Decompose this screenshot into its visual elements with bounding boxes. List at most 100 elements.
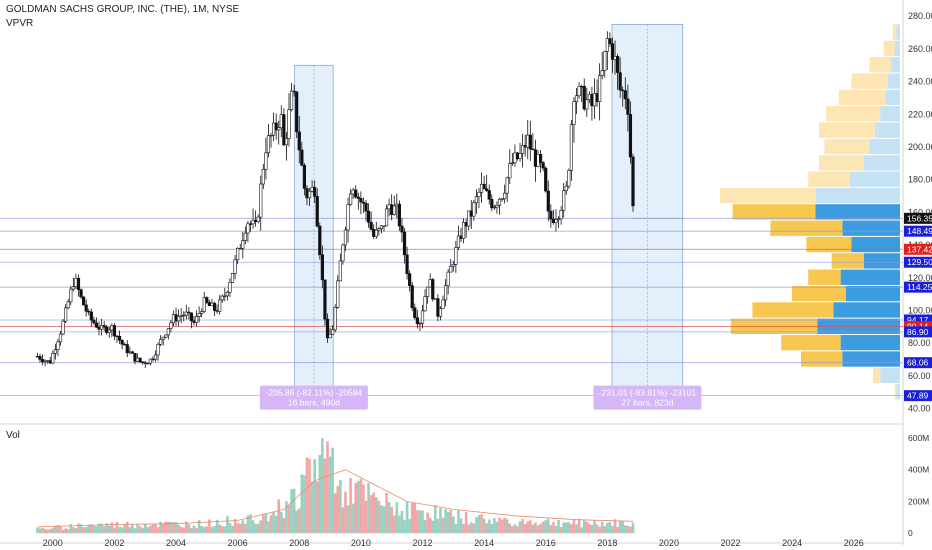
volume-bar (446, 511, 450, 534)
candle-body (513, 152, 517, 164)
candle-body (74, 277, 78, 287)
volume-bar (156, 527, 160, 534)
candle-body (418, 323, 422, 325)
volume-bar (287, 504, 291, 534)
candle-body (297, 131, 301, 151)
candle-body (410, 285, 414, 309)
volume-bar (385, 492, 388, 534)
measure-label-box (593, 385, 702, 410)
candle-body (225, 291, 229, 297)
volume-bar (500, 519, 504, 534)
volume-bar (256, 523, 260, 534)
candle-body (69, 288, 73, 303)
volume-bar (54, 525, 57, 534)
candle-body (197, 313, 201, 317)
price-label-text: 156.35 (907, 213, 932, 223)
volume-bar (400, 511, 404, 534)
candle-body (156, 344, 160, 356)
candle-body (125, 344, 129, 354)
candle-body (169, 322, 173, 329)
price-label-badge (904, 243, 932, 255)
candle-body (289, 90, 294, 111)
candle-body (307, 190, 312, 199)
volume-bar (213, 526, 216, 534)
volume-profile-down-bar (770, 220, 843, 236)
volume-bar (51, 527, 55, 534)
volume-bar (534, 522, 537, 534)
volume-profile-up-bar (833, 302, 900, 318)
volume-bar (118, 526, 121, 534)
volume-profile-down-bar (824, 138, 870, 155)
volume-bar (344, 491, 347, 534)
volume-bar (84, 527, 88, 534)
candle-body (600, 70, 604, 76)
volume-bar (431, 520, 435, 534)
volume-profile-down-bar (720, 187, 816, 204)
volume-bar (498, 517, 501, 534)
volume-bar (308, 458, 311, 534)
candle-body (338, 260, 342, 282)
candle-body (64, 307, 68, 322)
candle-body (223, 295, 227, 298)
candle-body (287, 109, 291, 139)
candle-body (392, 205, 396, 215)
candle-body (461, 222, 466, 239)
volume-profile-up-bar (849, 171, 900, 187)
volume-bar (136, 524, 139, 534)
candle-body (40, 359, 45, 363)
volume-profile-down-bar (873, 367, 881, 384)
candle-body (567, 170, 571, 187)
volume-bar (228, 522, 232, 534)
volume-bar (413, 502, 417, 534)
indicator-label-vpvr[interactable]: VPVR (6, 18, 34, 29)
price-tick-label: 260.00 (908, 44, 932, 54)
volume-bar (279, 511, 283, 534)
candle-body (487, 190, 491, 200)
candle-body (449, 265, 453, 273)
volume-bar (421, 510, 424, 534)
candle-body (341, 244, 345, 262)
volume-bar (267, 521, 270, 534)
volume-bar (66, 529, 70, 534)
candle-body (426, 286, 430, 297)
candle-body (528, 134, 532, 150)
volume-pane-label[interactable]: Vol (6, 430, 20, 441)
volume-bar (249, 514, 252, 534)
volume-bar (305, 457, 309, 534)
volume-bar (161, 523, 165, 534)
candle-body (97, 326, 101, 330)
candle-body (562, 190, 566, 211)
volume-bar (598, 526, 601, 534)
volume-bar (462, 523, 465, 534)
volume-bar (367, 483, 370, 534)
volume-bar (182, 527, 186, 534)
candle-body (538, 154, 543, 163)
time-tick-label: 2006 (228, 538, 248, 548)
candle-body (397, 203, 401, 227)
volume-bar (48, 529, 52, 534)
volume-bar (392, 515, 396, 534)
volume-bar (102, 526, 106, 534)
candle-body (248, 223, 253, 225)
volume-bar (36, 527, 39, 534)
volume-bar (423, 519, 427, 534)
volume-bar (577, 518, 581, 534)
candle-body (574, 95, 579, 102)
volume-bar (241, 520, 245, 534)
candle-body (595, 93, 599, 102)
volume-bar (374, 497, 378, 534)
volume-bar (575, 524, 578, 534)
candle-body (282, 114, 286, 146)
volume-bar (259, 520, 263, 534)
volume-bar (505, 519, 509, 534)
candle-body (402, 231, 407, 256)
volume-profile-down-bar (806, 236, 852, 253)
volume-bar (523, 524, 527, 534)
candle-body (592, 93, 597, 107)
candle-body (102, 325, 106, 328)
volume-bar (328, 456, 332, 534)
candle-body (559, 210, 563, 220)
volume-bar (172, 522, 175, 534)
volume-bar (621, 521, 625, 534)
